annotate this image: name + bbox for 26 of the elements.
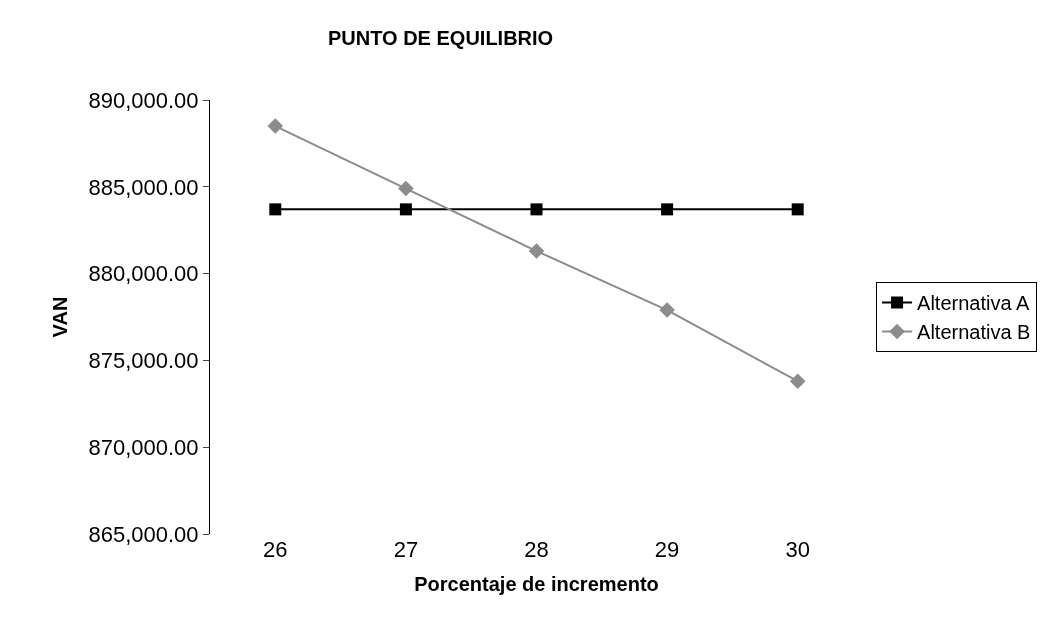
y-tick-label: 885,000.00	[88, 174, 199, 200]
x-axis-title: Porcentaje de incremento	[414, 572, 659, 595]
point	[789, 373, 806, 390]
x-tick-label: 29	[654, 537, 680, 562]
point	[399, 203, 412, 216]
point	[267, 118, 284, 134]
y-tick-label: 870,000.00	[88, 434, 199, 460]
legend-label: Alternativa A	[917, 292, 1031, 315]
point	[269, 203, 282, 216]
chart-title: PUNTO DE EQUILIBRIO	[327, 27, 554, 50]
x-tick-label: 27	[393, 537, 419, 562]
y-axis-title: VAN	[48, 296, 71, 338]
y-tick-label: 865,000.00	[88, 521, 199, 547]
legend-label: Alternativa B	[917, 321, 1031, 344]
point	[661, 203, 674, 216]
y-tick-label: 890,000.00	[88, 87, 199, 113]
x-tick-label: 26	[263, 537, 288, 562]
point	[398, 180, 414, 197]
x-tick-label: 28	[524, 537, 549, 562]
y-tick-label: 880,000.00	[88, 261, 199, 287]
point	[659, 302, 675, 318]
point	[530, 203, 543, 216]
point	[528, 243, 545, 259]
point	[791, 203, 804, 216]
x-tick-label: 30	[785, 537, 810, 562]
y-tick-label: 875,000.00	[88, 348, 199, 374]
